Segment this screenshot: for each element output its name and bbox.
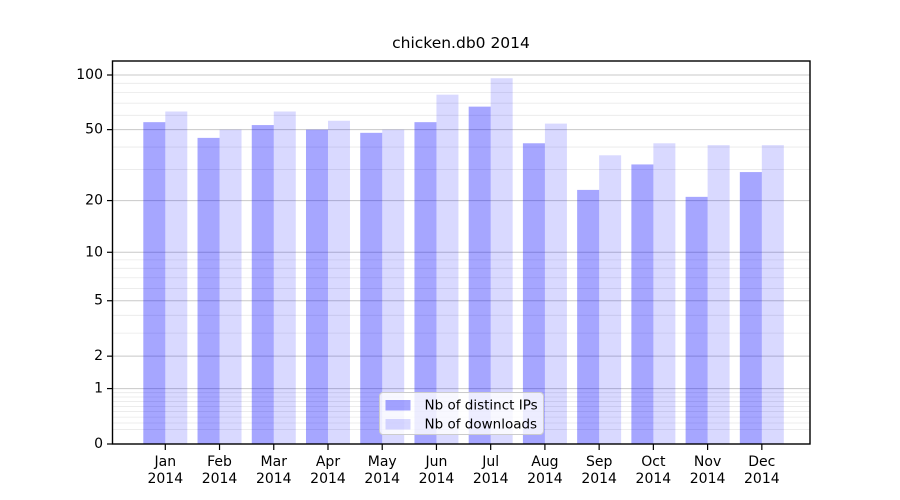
bar-downloads-jun <box>436 94 459 445</box>
axes-layer: 0125102050100Jan2014Feb2014Mar2014Apr201… <box>76 60 811 487</box>
bar-distinct-ips-jul <box>468 106 491 445</box>
bar-downloads-may <box>382 129 405 444</box>
x-tick-label-year: 2014 <box>527 471 563 487</box>
bar-downloads-apr <box>327 120 350 444</box>
bar-distinct-ips-jan <box>143 122 166 444</box>
bar-distinct-ips-mar <box>251 125 274 445</box>
x-tick-label-year: 2014 <box>419 471 455 487</box>
x-tick-label-year: 2014 <box>581 471 617 487</box>
legend-label-distinct-ips: Nb of distinct IPs <box>425 398 538 414</box>
bar-downloads-aug <box>544 123 567 445</box>
legend: Nb of distinct IPs Nb of downloads <box>379 392 544 435</box>
x-tick-label-year: 2014 <box>636 471 672 487</box>
y-tick-label: 10 <box>85 244 103 260</box>
x-tick-label-month: Aug <box>531 454 558 470</box>
y-tick-label: 1 <box>94 381 103 397</box>
bar-downloads-sep <box>599 155 622 444</box>
y-tick-label: 50 <box>85 122 103 138</box>
x-tick-label-month: Oct <box>641 454 666 470</box>
bars-layer <box>143 78 784 445</box>
x-tick-label-year: 2014 <box>744 471 780 487</box>
bar-distinct-ips-feb <box>197 137 220 444</box>
bar-distinct-ips-dec <box>739 172 762 444</box>
bar-downloads-mar <box>273 111 296 444</box>
bar-distinct-ips-oct <box>631 164 654 444</box>
y-tick-label: 0 <box>94 436 103 452</box>
x-tick-label-year: 2014 <box>147 471 183 487</box>
legend-box <box>379 392 544 435</box>
grid-layer <box>112 74 810 430</box>
y-tick-label: 20 <box>85 193 103 209</box>
bar-downloads-feb <box>219 129 242 444</box>
y-tick-label: 5 <box>94 293 103 309</box>
bar-downloads-jul <box>490 78 513 444</box>
bar-downloads-dec <box>761 145 784 444</box>
bar-distinct-ips-apr <box>305 129 328 444</box>
bar-distinct-ips-sep <box>577 189 600 444</box>
x-tick-label-year: 2014 <box>202 471 238 487</box>
bar-distinct-ips-nov <box>685 196 708 444</box>
bar-distinct-ips-aug <box>522 143 545 444</box>
x-tick-label-month: Jun <box>425 454 448 470</box>
x-tick-label-year: 2014 <box>256 471 292 487</box>
x-tick-label-month: Dec <box>748 454 775 470</box>
bar-distinct-ips-jun <box>414 122 437 444</box>
legend-swatch-downloads <box>385 419 411 430</box>
x-tick-label-month: Jan <box>154 454 177 470</box>
x-tick-label-month: Mar <box>261 454 288 470</box>
y-tick-label: 2 <box>94 348 103 364</box>
x-tick-label-month: May <box>368 454 397 470</box>
x-tick-label-month: Sep <box>586 454 613 470</box>
x-tick-label-year: 2014 <box>310 471 346 487</box>
y-tick-label: 100 <box>76 67 103 83</box>
x-tick-label-month: Nov <box>694 454 721 470</box>
x-tick-label-year: 2014 <box>473 471 509 487</box>
legend-label-downloads: Nb of downloads <box>425 417 538 433</box>
x-tick-label-month: Feb <box>207 454 232 470</box>
chart-title: chicken.db0 2014 <box>392 34 530 52</box>
bar-downloads-jan <box>165 111 188 444</box>
bar-downloads-nov <box>707 145 730 444</box>
x-tick-label-month: Apr <box>316 454 340 470</box>
x-tick-label-year: 2014 <box>364 471 400 487</box>
legend-swatch-distinct-ips <box>385 400 411 411</box>
x-tick-label-month: Jul <box>481 454 499 470</box>
bar-downloads-oct <box>653 143 676 444</box>
x-tick-label-year: 2014 <box>690 471 726 487</box>
bar-distinct-ips-may <box>360 132 383 444</box>
